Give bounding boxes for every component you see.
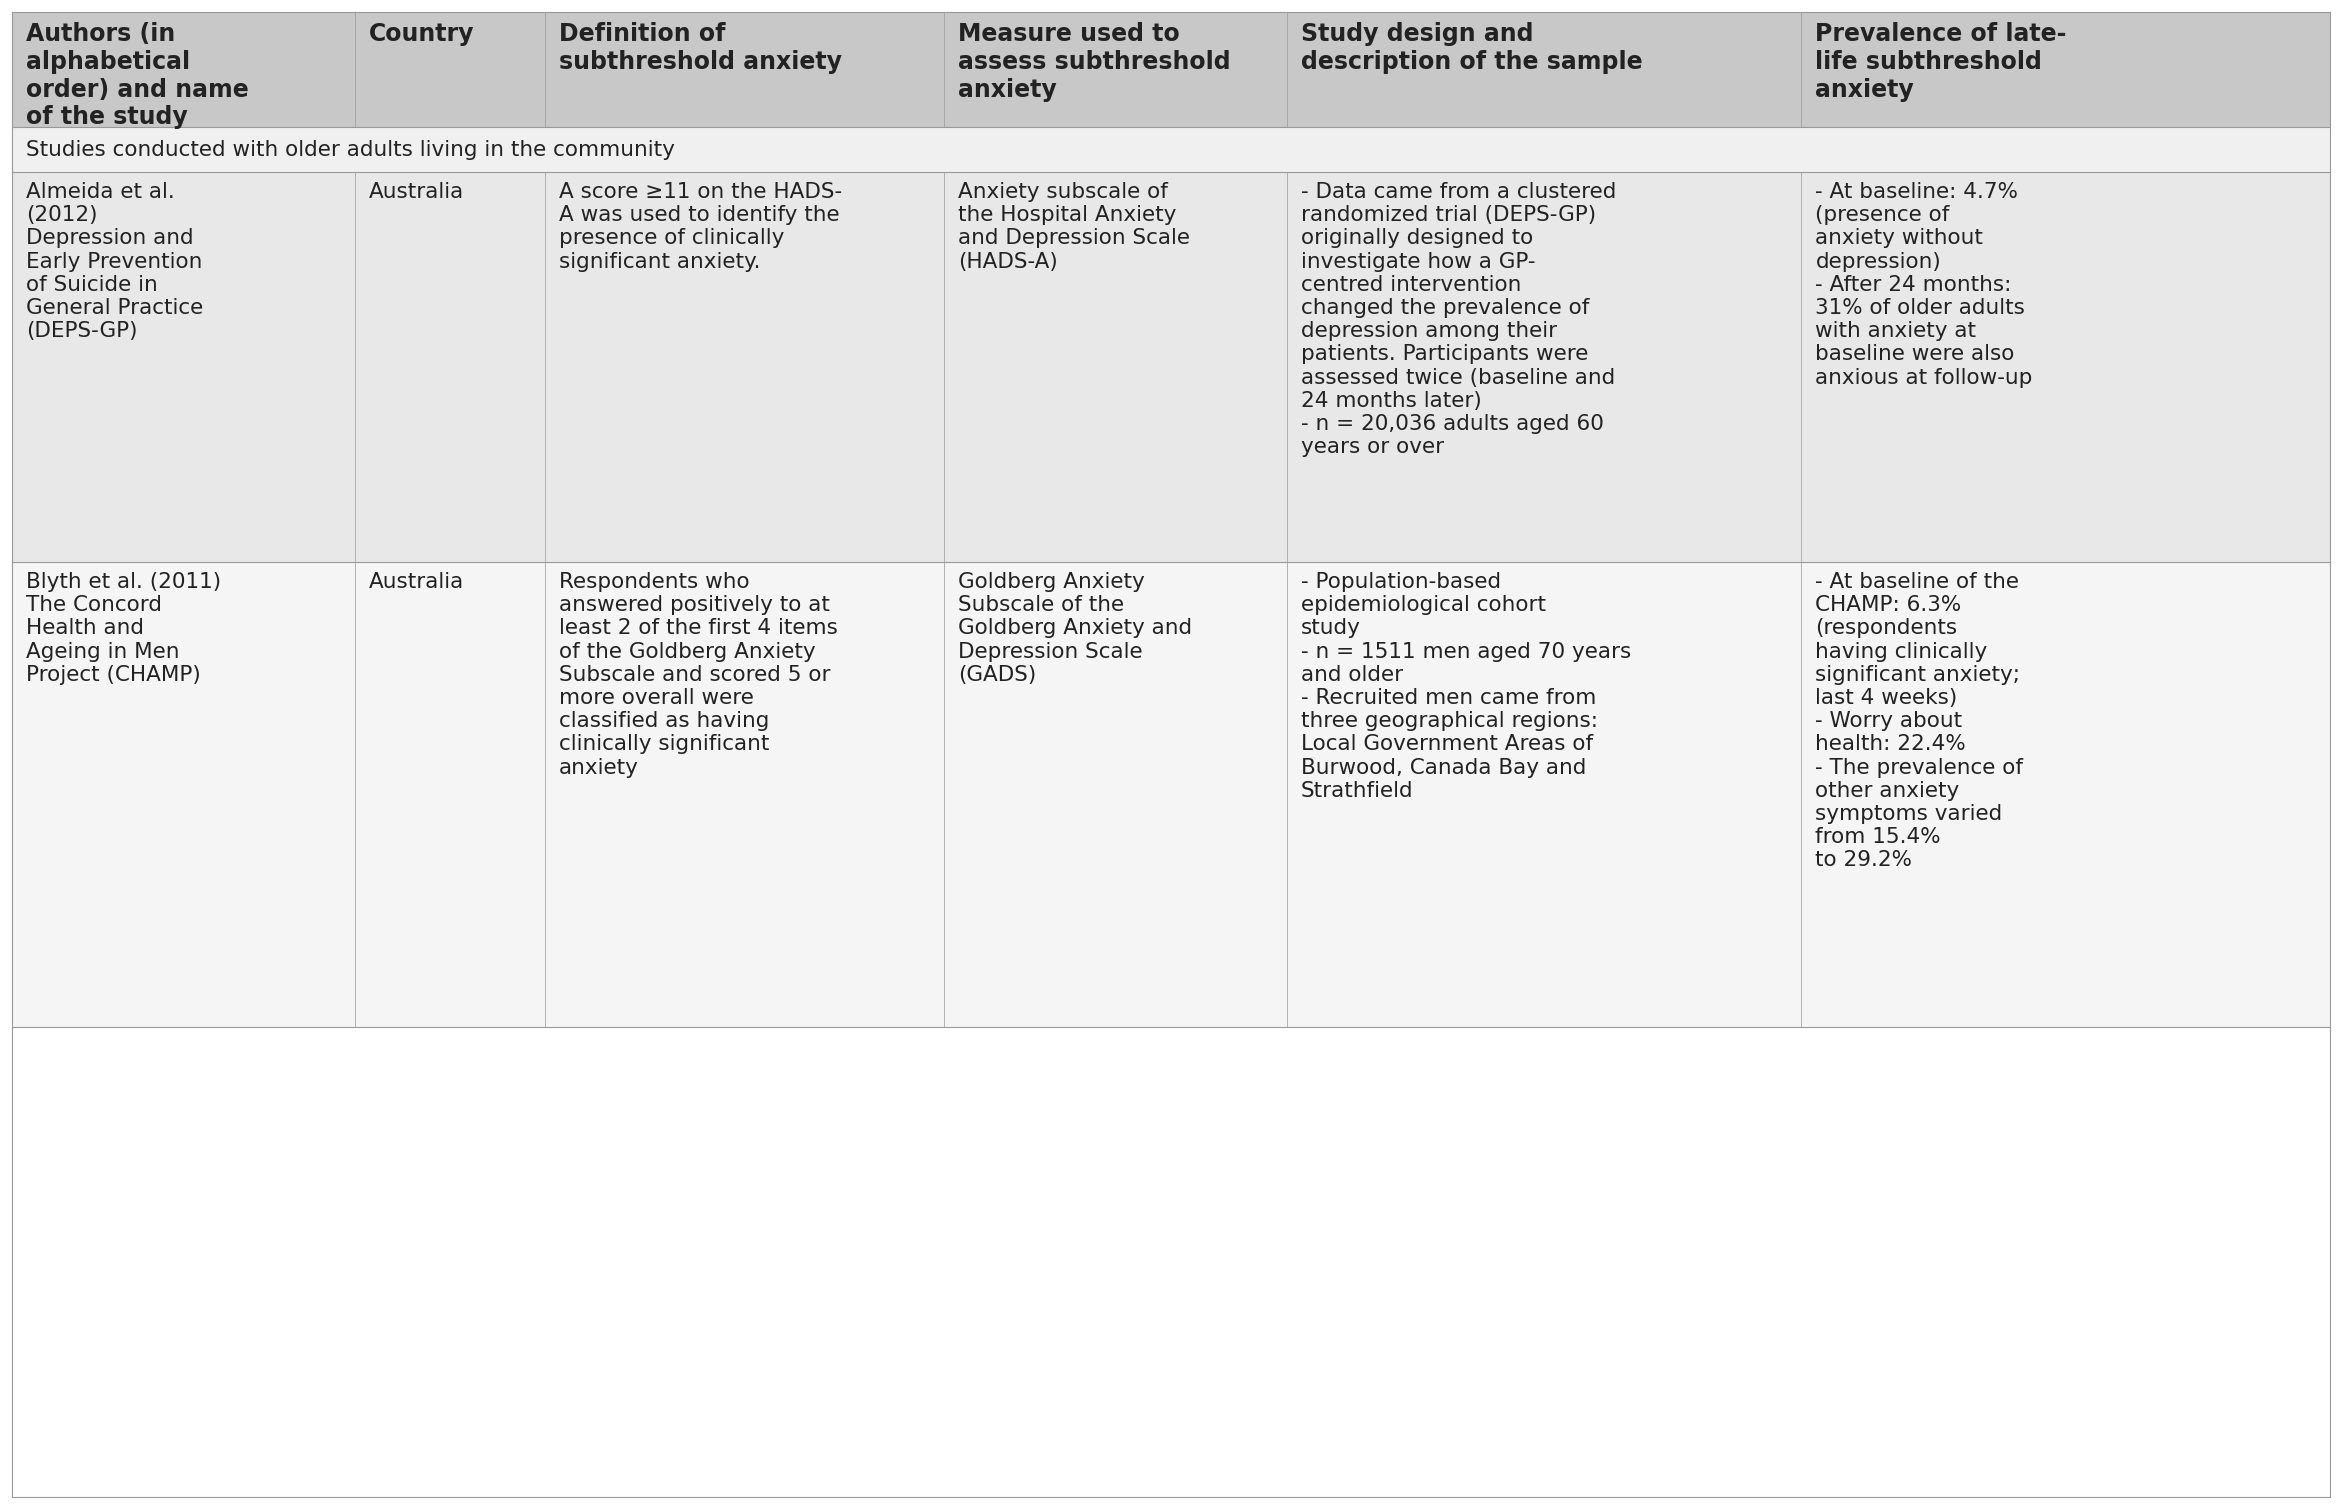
Text: Australia: Australia (370, 572, 464, 592)
Text: Australia: Australia (370, 183, 464, 202)
Bar (356, 12, 546, 127)
Bar (944, 12, 1286, 127)
Text: A score ≥11 on the HADS-
A was used to identify the
presence of clinically
signi: A score ≥11 on the HADS- A was used to i… (560, 183, 843, 272)
Bar (12, 172, 356, 561)
Text: Authors (in
alphabetical
order) and name
of the study: Authors (in alphabetical order) and name… (26, 23, 248, 130)
Text: Anxiety subscale of
the Hospital Anxiety
and Depression Scale
(HADS-A): Anxiety subscale of the Hospital Anxiety… (958, 183, 1190, 272)
Text: - At baseline of the
CHAMP: 6.3%
(respondents
having clinically
significant anxi: - At baseline of the CHAMP: 6.3% (respon… (1815, 572, 2023, 871)
Bar (356, 172, 546, 561)
Bar (1801, 12, 2330, 127)
Text: Blyth et al. (2011)
The Concord
Health and
Ageing in Men
Project (CHAMP): Blyth et al. (2011) The Concord Health a… (26, 572, 220, 685)
Bar (1801, 561, 2330, 1028)
Bar (1286, 172, 1801, 561)
Bar (1801, 172, 2330, 561)
Text: Goldberg Anxiety
Subscale of the
Goldberg Anxiety and
Depression Scale
(GADS): Goldberg Anxiety Subscale of the Goldber… (958, 572, 1192, 685)
Bar (12, 12, 356, 127)
Text: Study design and
description of the sample: Study design and description of the samp… (1300, 23, 1642, 74)
Text: Country: Country (370, 23, 475, 45)
Bar (944, 561, 1286, 1028)
Bar (546, 12, 944, 127)
Text: Prevalence of late-
life subthreshold
anxiety: Prevalence of late- life subthreshold an… (1815, 23, 2068, 101)
Bar (12, 127, 2330, 172)
Text: - Data came from a clustered
randomized trial (DEPS-GP)
originally designed to
i: - Data came from a clustered randomized … (1300, 183, 1616, 457)
Text: Definition of
subthreshold anxiety: Definition of subthreshold anxiety (560, 23, 843, 74)
Bar (944, 172, 1286, 561)
Bar (356, 561, 546, 1028)
Bar (546, 561, 944, 1028)
Bar (1286, 561, 1801, 1028)
Text: Respondents who
answered positively to at
least 2 of the first 4 items
of the Go: Respondents who answered positively to a… (560, 572, 838, 777)
Text: - Population-based
epidemiological cohort
study
- n = 1511 men aged 70 years
and: - Population-based epidemiological cohor… (1300, 572, 1630, 801)
Text: Studies conducted with older adults living in the community: Studies conducted with older adults livi… (26, 139, 674, 160)
Bar (1286, 12, 1801, 127)
Bar (12, 1028, 2330, 1497)
Text: Almeida et al.
(2012)
Depression and
Early Prevention
of Suicide in
General Prac: Almeida et al. (2012) Depression and Ear… (26, 183, 204, 341)
Text: Measure used to
assess subthreshold
anxiety: Measure used to assess subthreshold anxi… (958, 23, 1230, 101)
Bar (546, 172, 944, 561)
Bar (12, 561, 356, 1028)
Text: - At baseline: 4.7%
(presence of
anxiety without
depression)
- After 24 months:
: - At baseline: 4.7% (presence of anxiety… (1815, 183, 2033, 388)
